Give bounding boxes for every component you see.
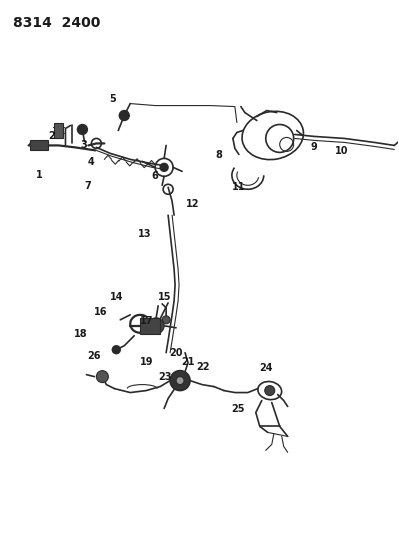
Circle shape	[162, 316, 170, 324]
Circle shape	[160, 163, 168, 171]
Text: 1: 1	[36, 170, 43, 180]
Circle shape	[176, 377, 184, 385]
Text: 11: 11	[232, 182, 245, 192]
Circle shape	[152, 322, 160, 330]
Text: 12: 12	[186, 199, 199, 209]
Text: 25: 25	[232, 404, 245, 414]
Text: 4: 4	[88, 157, 95, 167]
Text: 13: 13	[138, 229, 151, 239]
Text: 20: 20	[170, 348, 183, 358]
Text: 16: 16	[94, 306, 108, 317]
Circle shape	[265, 385, 275, 395]
Text: 18: 18	[74, 329, 88, 340]
Text: 22: 22	[196, 362, 209, 373]
Text: 3: 3	[80, 140, 87, 150]
Text: 7: 7	[84, 181, 91, 191]
Text: 21: 21	[182, 357, 195, 367]
Text: 10: 10	[335, 146, 349, 156]
Text: 23: 23	[158, 372, 171, 382]
Text: 14: 14	[110, 292, 124, 302]
Bar	[140, 318, 160, 334]
Text: 5: 5	[109, 94, 116, 104]
Circle shape	[170, 370, 190, 391]
Circle shape	[77, 125, 87, 134]
Circle shape	[119, 110, 129, 120]
Text: 17: 17	[140, 316, 154, 326]
Circle shape	[148, 318, 164, 334]
Bar	[54, 123, 63, 139]
Text: 8314  2400: 8314 2400	[13, 16, 100, 30]
Text: 24: 24	[259, 364, 273, 374]
Circle shape	[97, 370, 108, 383]
Text: 15: 15	[158, 292, 171, 302]
Bar	[30, 140, 47, 150]
Circle shape	[112, 346, 120, 354]
Text: 2: 2	[48, 131, 55, 141]
Text: 6: 6	[152, 171, 158, 181]
Text: 9: 9	[311, 142, 317, 152]
Text: 26: 26	[87, 351, 101, 361]
Text: 8: 8	[215, 150, 222, 160]
Text: 19: 19	[140, 357, 154, 367]
